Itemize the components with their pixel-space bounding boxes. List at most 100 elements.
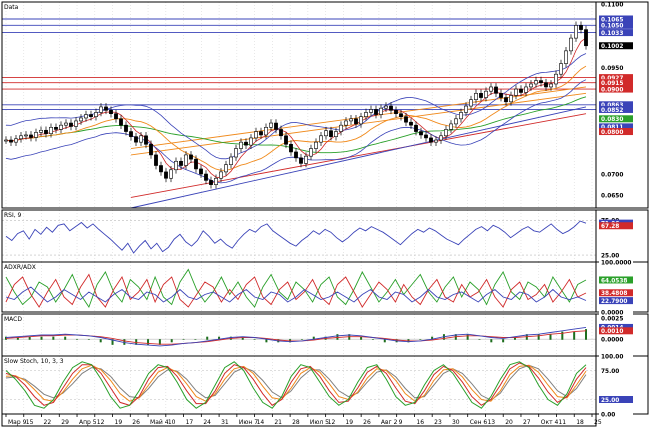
candle-body: [119, 118, 123, 126]
value-label-box: [599, 258, 633, 266]
candle-body: [134, 136, 138, 143]
macd-histogram-bar: [573, 331, 576, 340]
candle-body: [49, 126, 53, 134]
candle-body: [24, 134, 28, 137]
value-label: 0.0000: [601, 338, 623, 344]
value-label-box: [599, 128, 633, 136]
candle-body: [369, 109, 373, 113]
candle-body: [269, 122, 273, 128]
candle-body: [344, 120, 348, 126]
value-label-box: [599, 308, 633, 316]
candle-body: [219, 171, 223, 179]
macd-histogram-bar: [490, 339, 493, 343]
candle-body: [339, 124, 343, 132]
macd-histogram-bar: [502, 339, 505, 343]
price-tick-label: 0.0650: [601, 194, 623, 200]
x-tick-label: Май 4: [150, 419, 169, 426]
macd-histogram-bar: [182, 339, 185, 340]
x-tick-label: 23: [434, 419, 442, 426]
hline-label: 0.0900: [601, 87, 623, 93]
candle-body: [39, 129, 43, 133]
candle-body: [64, 122, 68, 126]
candle-body: [144, 135, 148, 145]
candle-body: [314, 141, 318, 149]
x-tick-label: 25: [594, 419, 602, 426]
x-tick-label: 21: [274, 419, 282, 426]
macd-histogram-bar: [111, 339, 114, 345]
value-label-box: [599, 327, 633, 335]
macd-histogram-bar: [241, 336, 244, 340]
candle-body: [514, 88, 518, 96]
candle-body: [539, 80, 543, 84]
candle-body: [309, 148, 313, 157]
price-trendline: [130, 106, 587, 209]
candle-body: [29, 134, 33, 138]
candle-body: [424, 134, 428, 139]
adx-series-line: [5, 268, 587, 308]
value-label: 0.0800: [601, 130, 623, 136]
candle-body: [179, 160, 183, 166]
candle-body: [59, 124, 63, 130]
candle-body: [79, 117, 83, 122]
candle-body: [414, 124, 418, 132]
adx-series-line: [5, 273, 587, 308]
hline-label-box: [599, 105, 633, 113]
value-label-box: [599, 115, 633, 123]
candle-body: [549, 83, 553, 88]
value-label: 0.0010: [601, 329, 623, 335]
value-label-box: [599, 251, 633, 259]
candle-body: [44, 129, 48, 134]
value-label-box: [599, 222, 633, 230]
value-label-box: [599, 289, 633, 297]
value-label: 64.0538: [601, 278, 627, 284]
x-tick-label: 12: [97, 419, 105, 426]
value-label: 0.0830: [601, 117, 623, 123]
candle-body: [494, 86, 498, 94]
macd-histogram-bar: [194, 339, 197, 340]
candle-body: [254, 131, 258, 139]
macd-histogram-bar: [383, 339, 386, 343]
value-label: 0.00: [601, 412, 615, 418]
candle-body: [84, 114, 88, 119]
candle-body: [264, 126, 268, 136]
macd-histogram-bar: [360, 336, 363, 340]
hline-label-box: [599, 29, 633, 37]
candle-body: [449, 123, 453, 130]
value-label-box: [599, 410, 633, 418]
macd-histogram-bar: [561, 331, 564, 340]
candle-body: [244, 141, 248, 146]
x-tick-label: Авг 2: [381, 419, 398, 426]
panel-title: Slow Stoch, 10, 3, 3: [4, 358, 64, 365]
candle-body: [499, 93, 503, 98]
candle-body: [364, 112, 368, 117]
hline-label-box: [599, 79, 633, 87]
candle-body: [544, 82, 548, 88]
candle-body: [14, 138, 18, 143]
macd-histogram-bar: [206, 336, 209, 340]
panel-title: RSI, 9: [4, 212, 22, 219]
candle-body: [554, 73, 558, 85]
x-tick-label: Апр 5: [79, 419, 97, 426]
x-tick-label: 19: [345, 419, 353, 426]
candle-body: [154, 154, 158, 166]
hline-label-box: [599, 15, 633, 23]
x-tick-label: 19: [115, 419, 123, 426]
panel-title: Data: [4, 4, 19, 11]
macd-histogram-bar: [513, 336, 516, 340]
macd-histogram-bar: [265, 339, 268, 343]
candle-body: [214, 177, 218, 185]
candle-body: [434, 139, 438, 143]
candle-body: [534, 80, 538, 85]
candle-body: [569, 37, 573, 52]
macd-histogram-bar: [336, 334, 339, 340]
macd-histogram-bar: [253, 339, 256, 340]
candle-body: [584, 29, 588, 47]
candle-body: [159, 165, 163, 173]
candle-body: [259, 131, 263, 136]
candle-body: [489, 86, 493, 92]
candle-body: [334, 131, 338, 137]
x-tick-label: 15: [26, 419, 34, 426]
macd-histogram-bar: [218, 336, 221, 340]
